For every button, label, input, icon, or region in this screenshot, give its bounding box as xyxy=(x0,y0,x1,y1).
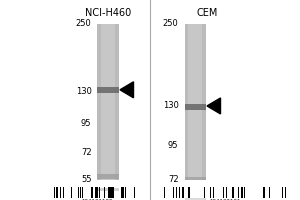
Bar xyxy=(232,187,234,198)
Bar xyxy=(184,198,206,200)
Bar xyxy=(204,187,205,198)
Bar xyxy=(112,187,114,198)
Bar xyxy=(213,187,214,198)
Bar xyxy=(263,187,265,198)
Bar xyxy=(164,187,165,198)
Bar xyxy=(191,187,192,198)
Text: 130: 130 xyxy=(163,101,178,110)
Bar xyxy=(98,174,118,179)
Bar xyxy=(101,24,116,180)
Bar xyxy=(226,187,227,198)
Bar xyxy=(104,187,105,198)
Bar xyxy=(188,24,202,180)
Bar xyxy=(108,187,110,198)
Text: 104132101: 104132101 xyxy=(209,199,241,200)
Bar xyxy=(238,187,239,198)
Bar xyxy=(121,187,123,198)
Bar xyxy=(285,187,286,198)
Bar xyxy=(91,187,93,198)
Text: 72: 72 xyxy=(81,148,92,157)
Text: 130: 130 xyxy=(76,87,91,96)
Bar xyxy=(210,187,211,198)
Bar xyxy=(223,187,224,198)
Bar xyxy=(125,187,126,198)
Text: 250: 250 xyxy=(163,20,178,28)
Bar xyxy=(184,177,206,180)
Bar xyxy=(78,187,79,198)
Bar xyxy=(95,187,97,198)
Bar xyxy=(269,187,270,198)
Text: 104131102: 104131102 xyxy=(81,199,112,200)
Bar xyxy=(98,24,118,180)
Bar xyxy=(98,188,118,191)
Bar xyxy=(98,87,118,93)
Bar xyxy=(184,24,206,180)
Bar xyxy=(97,187,98,198)
Bar xyxy=(63,187,64,198)
Bar xyxy=(110,187,112,198)
Bar xyxy=(88,187,89,198)
Text: 95: 95 xyxy=(81,119,92,128)
Bar xyxy=(184,104,206,110)
Bar xyxy=(241,187,243,198)
Polygon shape xyxy=(207,98,220,114)
Bar xyxy=(188,187,190,198)
Text: 55: 55 xyxy=(81,176,92,184)
Bar xyxy=(176,187,177,198)
Bar xyxy=(182,187,184,198)
Text: CEM: CEM xyxy=(196,8,218,18)
Bar xyxy=(173,187,174,198)
Text: 72: 72 xyxy=(168,176,178,184)
Text: 95: 95 xyxy=(168,141,178,150)
Bar xyxy=(56,187,58,198)
Text: NCI-H460: NCI-H460 xyxy=(85,8,131,18)
Bar xyxy=(54,187,55,198)
Bar xyxy=(282,187,283,198)
Bar xyxy=(80,187,81,198)
Bar xyxy=(123,187,124,198)
Bar xyxy=(134,187,136,198)
Bar xyxy=(244,187,245,198)
Polygon shape xyxy=(120,82,134,98)
Text: 250: 250 xyxy=(76,20,91,28)
Bar xyxy=(179,187,180,198)
Bar xyxy=(82,187,83,198)
Bar xyxy=(71,187,72,198)
